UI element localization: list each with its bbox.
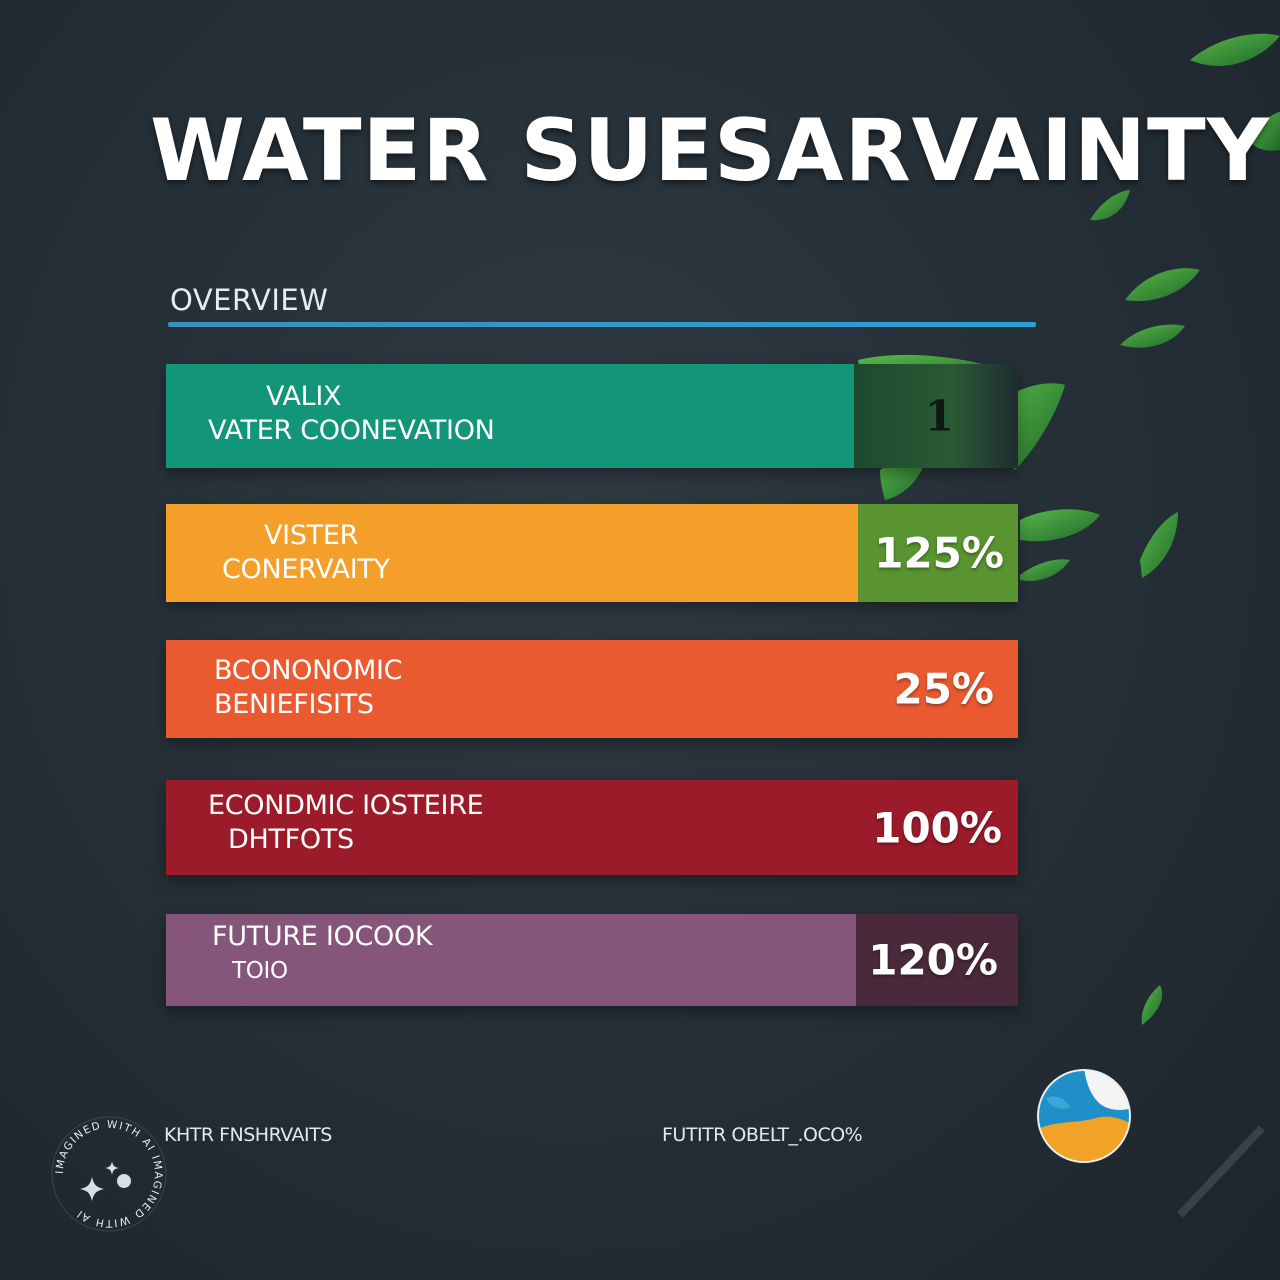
bar-label-line: CONERVAITY bbox=[222, 554, 390, 585]
bar-row: BCONONOMIC BENIEFISITS 25% bbox=[166, 640, 1018, 738]
bar-label-line: TOIO bbox=[232, 958, 288, 984]
footer-left-text: KHTR FNSHRVAITS bbox=[164, 1124, 332, 1146]
bar-main-segment bbox=[166, 504, 858, 602]
bar-value: 125% bbox=[874, 528, 1004, 578]
page-title: WATER SUESARVAINTY bbox=[150, 101, 1270, 201]
bar-row: ECONDMIC IOSTEIRE DHTFOTS 100% bbox=[166, 780, 1018, 875]
sparkle-icon bbox=[80, 1161, 131, 1201]
bar-label-line: BCONONOMIC bbox=[214, 655, 403, 686]
imagined-with-ai-badge: IMAGINED WITH AI IMAGINED WITH AI bbox=[51, 1116, 167, 1232]
bar-value: 100% bbox=[872, 803, 1002, 852]
bar-label-line: BENIEFISITS bbox=[214, 689, 374, 720]
bar-row: VALIX VATER COONEVATION 1 bbox=[166, 364, 1018, 468]
footer-middle-text: FUTITR OBELT_.OCO% bbox=[662, 1124, 863, 1146]
bar-value-segment bbox=[854, 364, 1018, 468]
bar-label: VALIX VATER COONEVATION bbox=[166, 380, 495, 448]
bar-value-segment bbox=[856, 914, 1018, 1006]
overview-divider bbox=[168, 322, 1036, 327]
bar-label: ECONDMIC IOSTEIRE DHTFOTS bbox=[166, 789, 484, 857]
bar-label: BCONONOMIC BENIEFISITS bbox=[166, 654, 402, 722]
bar-value: 120% bbox=[868, 935, 998, 985]
bar-value: 25% bbox=[893, 664, 994, 714]
bar-value: 1 bbox=[924, 391, 954, 441]
bar-row: FUTURE IOCOOK TOIO 120% bbox=[166, 914, 1018, 1006]
bar-label-line: FUTURE IOCOOK bbox=[212, 921, 433, 952]
bar-main-segment bbox=[166, 640, 1018, 738]
bar-label-line: VALIX bbox=[266, 381, 342, 412]
bar-label: FUTURE IOCOOK TOIO bbox=[166, 920, 433, 988]
bar-value-segment bbox=[858, 504, 1018, 602]
bar-label-line: DHTFOTS bbox=[228, 824, 354, 855]
bar-label-line: VISTER bbox=[264, 520, 359, 551]
bar-main-segment bbox=[166, 914, 856, 1006]
overview-label: OVERVIEW bbox=[170, 283, 329, 317]
bar-label-line: VATER COONEVATION bbox=[208, 415, 495, 446]
earth-globe-icon bbox=[1037, 1069, 1131, 1163]
bar-main-segment bbox=[166, 364, 854, 468]
bar-label-line: ECONDMIC IOSTEIRE bbox=[208, 790, 484, 821]
badge-text: IMAGINED WITH AI IMAGINED WITH AI bbox=[54, 1119, 163, 1229]
bar-label: VISTER CONERVAITY bbox=[166, 519, 390, 587]
bar-main-segment bbox=[166, 780, 1018, 875]
svg-text:IMAGINED WITH AI IMAGINED WITH: IMAGINED WITH AI IMAGINED WITH AI bbox=[54, 1119, 164, 1229]
bar-row: VISTER CONERVAITY 125% bbox=[166, 504, 1018, 602]
